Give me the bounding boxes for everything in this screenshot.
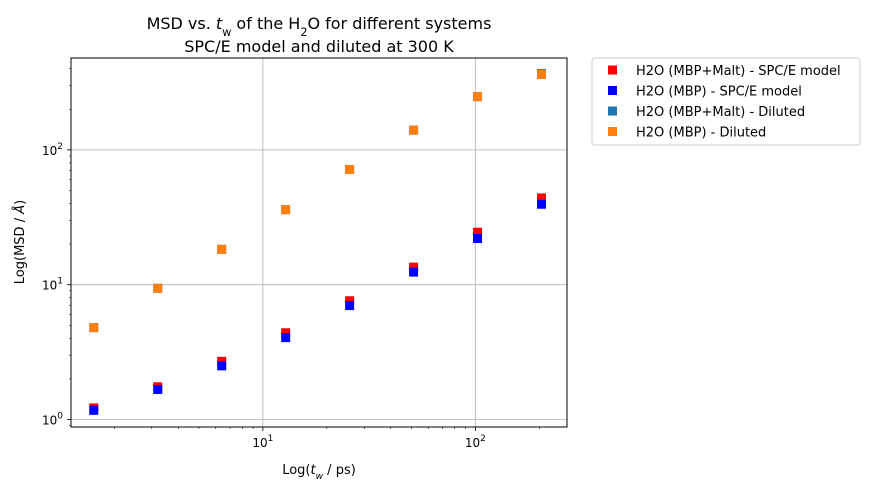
data-point	[345, 164, 355, 174]
axis-ticks: 101 102 100 101 102	[42, 68, 540, 450]
data-point	[473, 92, 483, 102]
legend-marker	[608, 65, 617, 75]
data-point	[281, 333, 291, 343]
legend-label: H2O (MBP) - Diluted	[636, 126, 766, 141]
data-point	[281, 328, 291, 338]
y-tick-label: 101	[42, 277, 63, 293]
legend-label: H2O (MBP+Malt) - SPC/E model	[636, 64, 841, 79]
data-point	[473, 234, 483, 244]
grid	[71, 58, 567, 427]
data-point	[153, 384, 163, 394]
data-point	[473, 227, 483, 237]
chart-title-line-1: MSD vs. tw of the H2O for different syst…	[147, 14, 492, 39]
legend-box	[591, 57, 861, 146]
data-point	[217, 356, 227, 366]
data-point	[281, 205, 291, 215]
data-point	[345, 296, 355, 306]
plot-frame	[70, 57, 568, 428]
data-point	[89, 405, 99, 415]
data-point	[345, 301, 355, 311]
legend-marker	[608, 106, 617, 116]
data-point	[536, 193, 546, 203]
x-tick-label: 101	[252, 434, 273, 450]
legend-marker	[608, 127, 617, 136]
legend: H2O (MBP+Malt) - SPC/E model H2O (MBP) - …	[591, 57, 861, 146]
data-point	[89, 323, 99, 333]
y-tick-label: 100	[42, 412, 63, 428]
legend-label: H2O (MBP+Malt) - Diluted	[636, 105, 805, 120]
data-point	[217, 244, 227, 254]
y-axis-label: Log(MSD / Å)	[12, 200, 28, 284]
data-point	[536, 70, 546, 80]
x-tick-label: 102	[465, 434, 486, 450]
data-point	[153, 283, 163, 293]
data-point	[217, 361, 227, 371]
data-point	[409, 262, 419, 272]
legend-label: H2O (MBP) - SPC/E model	[636, 85, 802, 100]
x-axis-label: Log(tw / ps)	[282, 463, 356, 482]
data-point	[409, 125, 419, 135]
data-point	[536, 199, 546, 209]
data-point	[409, 267, 419, 277]
y-tick-label: 102	[42, 142, 63, 158]
legend-marker	[608, 86, 617, 95]
data-points	[89, 69, 546, 415]
chart-title-line-2: SPC/E model and diluted at 300 K	[184, 37, 454, 56]
